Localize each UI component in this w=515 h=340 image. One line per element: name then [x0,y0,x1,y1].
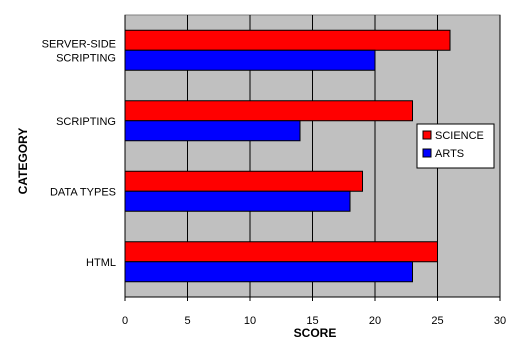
legend-swatch-science [422,130,432,140]
bar-science [124,241,438,263]
x-tick-label: 10 [244,315,256,327]
x-tick-label: 5 [184,315,190,327]
bar-arts [124,49,376,71]
y-axis-category-labels: HTML DATA TYPES SCRIPTING SERVER-SIDE SCRIPT… [42,38,116,269]
bar-science [124,100,413,122]
category-label: DATA TYPES [50,186,116,198]
y-axis-title: CATEGORY [16,128,30,195]
category-label: SCRIPTING [56,52,116,64]
bar-arts [124,120,301,142]
legend: SCIENCE ARTS [416,123,495,169]
bar-science [124,170,363,192]
bar-arts [124,261,413,283]
legend-label-arts: ARTS [435,148,464,160]
x-tick-label: 0 [122,315,128,327]
category-label: SERVER-SIDE [42,38,116,50]
bar-arts [124,190,351,212]
category-label: HTML [86,257,116,269]
category-label: SCRIPTING [56,116,116,128]
x-tick-label: 30 [494,315,506,327]
x-axis-ticks: 0 5 10 15 20 25 30 [122,297,506,327]
x-tick-label: 15 [306,315,318,327]
legend-swatch-arts [422,148,432,158]
x-axis-title: SCORE [294,326,337,340]
x-tick-label: 20 [369,315,381,327]
x-tick-label: 25 [431,315,443,327]
bars-group [124,29,451,283]
legend-label-science: SCIENCE [435,130,484,142]
bar-science [124,29,451,51]
